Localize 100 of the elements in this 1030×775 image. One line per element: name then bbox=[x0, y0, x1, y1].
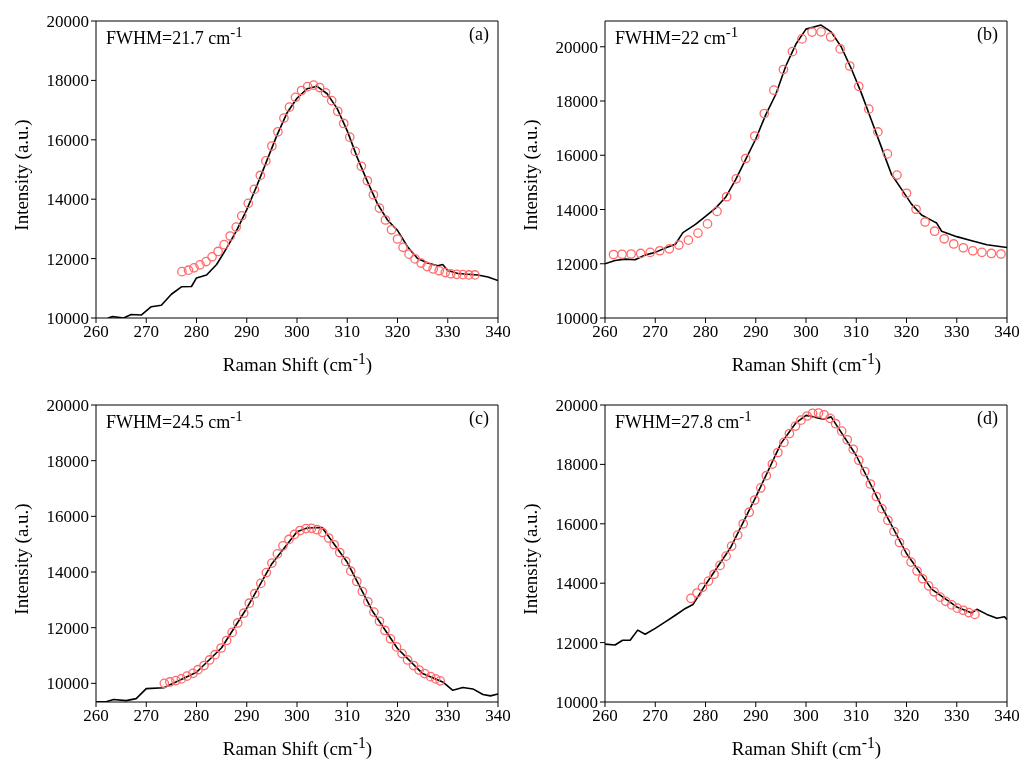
point bbox=[906, 557, 916, 567]
point bbox=[787, 46, 798, 57]
point bbox=[255, 578, 266, 589]
point bbox=[749, 495, 760, 505]
y-tick-label: 14000 bbox=[46, 190, 89, 210]
annotation: (a) bbox=[469, 24, 489, 45]
point bbox=[830, 418, 841, 429]
point bbox=[692, 588, 702, 598]
point bbox=[920, 217, 930, 227]
point bbox=[939, 233, 950, 244]
point bbox=[693, 228, 703, 238]
point bbox=[340, 556, 351, 567]
point bbox=[797, 34, 807, 44]
point bbox=[740, 153, 751, 164]
point bbox=[232, 618, 243, 628]
x-tick-label: 280 bbox=[183, 706, 210, 726]
point bbox=[284, 102, 295, 112]
x-tick-label: 320 bbox=[384, 706, 411, 726]
point bbox=[195, 259, 205, 270]
point bbox=[911, 204, 921, 215]
point bbox=[416, 258, 426, 268]
point bbox=[380, 215, 391, 225]
point bbox=[807, 408, 818, 419]
point bbox=[345, 566, 356, 577]
point bbox=[188, 668, 198, 679]
point bbox=[929, 226, 940, 237]
point bbox=[940, 596, 951, 607]
point bbox=[674, 240, 684, 250]
point bbox=[848, 444, 859, 455]
annotation: FWHM=22 cm$^{-1}$ bbox=[615, 24, 739, 49]
point bbox=[419, 668, 430, 679]
point bbox=[958, 242, 969, 253]
point bbox=[842, 434, 853, 445]
point bbox=[917, 573, 928, 584]
point bbox=[712, 206, 722, 217]
point bbox=[768, 85, 779, 96]
point bbox=[362, 175, 373, 186]
y-tick-label: 20000 bbox=[555, 37, 598, 57]
x-tick-label: 270 bbox=[642, 322, 668, 342]
y-tick-label: 12000 bbox=[555, 254, 598, 274]
point bbox=[683, 235, 694, 246]
x-tick-label: 310 bbox=[334, 706, 360, 726]
x-tick-label: 290 bbox=[743, 706, 769, 726]
point bbox=[779, 437, 789, 448]
annotation: (d) bbox=[977, 408, 998, 429]
y-tick-label: 18000 bbox=[46, 451, 89, 471]
y-tick-label: 16000 bbox=[46, 507, 89, 527]
y-tick-label: 14000 bbox=[555, 574, 598, 594]
point bbox=[969, 609, 980, 620]
point bbox=[853, 81, 864, 92]
point bbox=[948, 239, 959, 249]
point bbox=[836, 426, 847, 436]
point bbox=[326, 95, 337, 106]
point bbox=[626, 249, 636, 259]
point bbox=[457, 269, 468, 280]
point bbox=[749, 131, 760, 141]
point bbox=[900, 548, 911, 558]
point bbox=[385, 633, 396, 644]
point bbox=[182, 671, 192, 681]
x-tick-label: 260 bbox=[83, 706, 109, 726]
point bbox=[440, 267, 451, 278]
y-tick-label: 16000 bbox=[555, 146, 598, 166]
point bbox=[338, 118, 349, 129]
x-tick-label: 280 bbox=[692, 322, 719, 342]
y-tick-label: 16000 bbox=[555, 514, 598, 534]
point bbox=[912, 566, 922, 576]
point bbox=[312, 524, 322, 535]
point bbox=[802, 411, 812, 421]
point bbox=[883, 515, 893, 526]
point bbox=[204, 655, 215, 665]
point bbox=[201, 256, 211, 267]
point bbox=[703, 576, 714, 586]
point bbox=[996, 249, 1006, 259]
point bbox=[759, 108, 770, 119]
point bbox=[871, 491, 882, 502]
point bbox=[853, 455, 864, 466]
point bbox=[290, 92, 301, 103]
point bbox=[929, 586, 939, 597]
point bbox=[295, 525, 305, 536]
point bbox=[261, 567, 272, 578]
point bbox=[350, 146, 361, 157]
x-tick-label: 290 bbox=[743, 322, 769, 342]
point bbox=[302, 81, 313, 92]
point bbox=[434, 265, 445, 276]
point bbox=[796, 415, 806, 425]
point bbox=[189, 262, 199, 273]
y-axis-title: Intensity (a.u.) bbox=[520, 503, 542, 615]
point bbox=[608, 249, 619, 260]
x-tick-label: 270 bbox=[642, 706, 668, 726]
point bbox=[819, 409, 829, 420]
point bbox=[216, 643, 226, 653]
point bbox=[314, 82, 325, 93]
x-tick-label: 340 bbox=[994, 322, 1020, 342]
x-tick-label: 270 bbox=[133, 706, 159, 726]
point bbox=[635, 248, 646, 259]
point bbox=[374, 616, 385, 627]
point bbox=[323, 533, 334, 543]
point bbox=[386, 224, 397, 235]
y-tick-label: 18000 bbox=[46, 71, 89, 91]
point bbox=[877, 503, 887, 514]
